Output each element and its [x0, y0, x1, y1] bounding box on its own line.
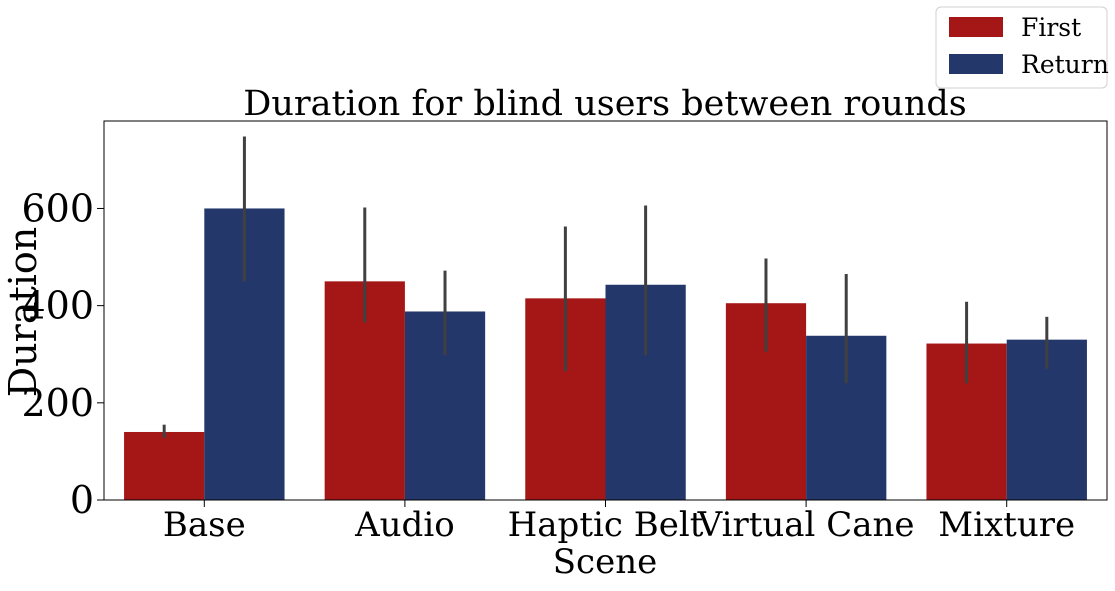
y-tick-label: 200 [21, 381, 94, 425]
y-axis-label: Duration [1, 227, 45, 398]
legend-swatch-first [949, 17, 1003, 37]
x-tick-label: Base [163, 505, 246, 545]
error-bars-layer [162, 136, 1049, 438]
chart-title: Duration for blind users between rounds [243, 84, 966, 124]
legend-swatch-return [949, 54, 1003, 74]
x-tick-label: Haptic Belt [508, 505, 704, 545]
legend-items: First Return [949, 13, 1109, 79]
y-tick-label: 400 [21, 284, 94, 328]
x-tick-label: Mixture [938, 505, 1075, 545]
legend-label-first: First [1021, 13, 1081, 42]
bar-first [124, 431, 205, 500]
y-tick-label: 600 [21, 186, 94, 230]
x-axis-label: Scene [553, 542, 657, 582]
y-axis: 0 200 400 600 [21, 186, 104, 522]
legend: First Return [935, 6, 1109, 89]
y-tick-label: 0 [70, 478, 94, 522]
bars-layer [124, 208, 1087, 500]
legend-label-return: Return [1021, 50, 1109, 79]
x-tick-label: Audio [354, 505, 455, 545]
x-tick-label: Virtual Cane [697, 505, 915, 545]
